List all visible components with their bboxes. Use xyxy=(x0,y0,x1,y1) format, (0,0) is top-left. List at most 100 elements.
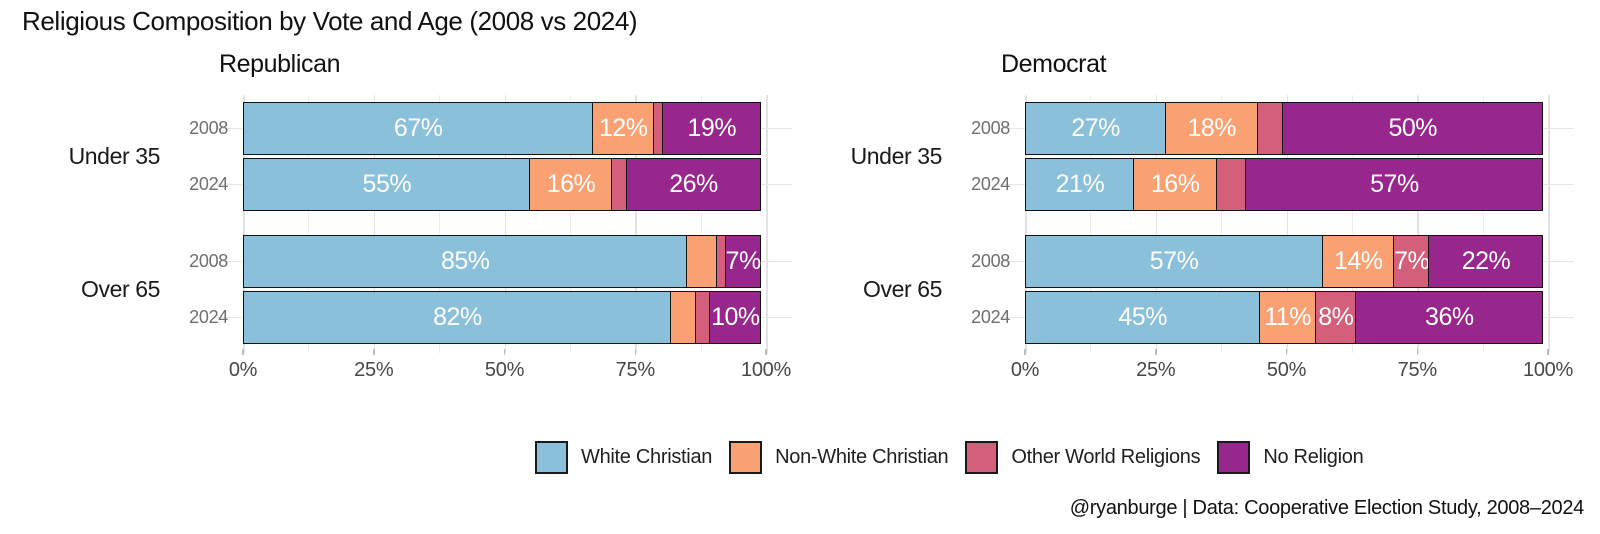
gridline-vertical xyxy=(635,95,637,353)
bar-row: 85% 7% xyxy=(243,235,762,288)
caption: @ryanburge | Data: Cooperative Election … xyxy=(1069,497,1585,519)
gridline-vertical xyxy=(1548,95,1550,353)
bar-segment-value: 16% xyxy=(546,170,596,198)
legend-swatch xyxy=(729,441,763,474)
x-axis-tick-mark xyxy=(1285,349,1288,355)
x-axis-tick-label: 75% xyxy=(615,359,655,381)
age-group-label: Over 65 xyxy=(862,275,942,302)
bar-row: 55% 16% 26% xyxy=(243,158,762,211)
bar-segment-value: 11% xyxy=(1264,303,1311,331)
legend-item-non-white-christian: Non-White Christian xyxy=(729,441,949,474)
bar-segment-value: 22% xyxy=(1461,247,1511,275)
x-axis-tick-label: 25% xyxy=(354,359,394,381)
bar-segment-value: 57% xyxy=(1149,247,1199,275)
bar-segment-value: 12% xyxy=(599,114,648,142)
bar-segment-value: 21% xyxy=(1055,170,1105,198)
bar-segment-value: 7% xyxy=(725,247,762,275)
bar-segment-white-christian: 27% xyxy=(1025,102,1167,155)
age-group-label: Under 35 xyxy=(850,142,943,169)
bar-segment-no-religion: 19% xyxy=(662,102,762,155)
bar-segment-value: 16% xyxy=(1150,170,1200,198)
gridline-vertical xyxy=(1221,95,1223,353)
bar-segment-other-world-religions: 8% xyxy=(1314,291,1357,344)
gridline-vertical xyxy=(373,95,376,353)
bar-segment-value: 26% xyxy=(669,170,718,198)
gridline-vertical xyxy=(504,95,506,353)
bar-segment-value: 18% xyxy=(1187,114,1237,142)
bar-segment-other-world-religions: 7% xyxy=(1393,235,1430,288)
legend-item-white-christian: White Christian xyxy=(535,441,712,474)
bar-segment-other-world-religions xyxy=(1257,102,1284,155)
bar-segment-value: 10% xyxy=(711,303,760,331)
year-label: 2024 xyxy=(189,306,228,327)
bar-row: 57% 14% 7% 22% xyxy=(1025,235,1544,288)
bar-segment-no-religion: 10% xyxy=(709,291,762,344)
year-label: 2008 xyxy=(971,250,1010,271)
legend-label: Non-White Christian xyxy=(775,446,949,468)
legend-swatch xyxy=(1217,441,1251,474)
gridline-vertical xyxy=(439,95,441,353)
bar-row: 82% 10% xyxy=(243,291,762,344)
bar-segment-white-christian: 82% xyxy=(243,291,672,344)
chart-title: Religious Composition by Vote and Age (2… xyxy=(22,6,638,36)
bar-segment-no-religion: 26% xyxy=(625,158,762,211)
bar-segment-no-religion: 50% xyxy=(1281,102,1544,155)
gridline-vertical xyxy=(1025,95,1027,353)
bar-segment-value: 82% xyxy=(433,303,482,331)
bar-segment-no-religion: 36% xyxy=(1355,291,1544,344)
bar-segment-non-white-christian: 14% xyxy=(1321,235,1395,288)
bar-segment-value: 67% xyxy=(393,114,443,142)
x-axis-tick-mark xyxy=(1416,349,1418,355)
bar-segment-non-white-christian: 16% xyxy=(1133,158,1217,211)
gridline-vertical xyxy=(1286,95,1288,353)
bar-segment-non-white-christian: 18% xyxy=(1164,102,1259,155)
gridline-vertical xyxy=(700,95,702,353)
x-axis-tick-mark xyxy=(242,349,244,355)
legend-label: No Religion xyxy=(1263,446,1364,468)
x-axis-tick-mark xyxy=(634,349,636,355)
x-axis-tick-label: 75% xyxy=(1397,359,1437,381)
bar-segment-non-white-christian xyxy=(686,235,718,288)
legend-swatch xyxy=(965,441,999,474)
x-axis-tick-label: 100% xyxy=(1523,359,1573,381)
year-label: 2008 xyxy=(971,117,1010,138)
bar-row: 67% 12% 19% xyxy=(243,102,762,155)
gridline-vertical xyxy=(1351,95,1353,353)
bar-row: 27% 18% 50% xyxy=(1025,102,1544,155)
bar-segment-white-christian: 57% xyxy=(1025,235,1324,288)
bar-segment-value: 36% xyxy=(1425,303,1474,331)
bar-segment-white-christian: 45% xyxy=(1025,291,1261,344)
gridline-vertical xyxy=(308,95,310,353)
x-axis-tick-label: 50% xyxy=(484,359,525,381)
age-group-label: Under 35 xyxy=(68,142,161,169)
legend-item-other-world-religions: Other World Religions xyxy=(965,441,1201,474)
gridline-vertical xyxy=(569,95,571,353)
legend-swatch xyxy=(535,441,568,474)
gridline-vertical xyxy=(1482,95,1484,353)
bar-segment-white-christian: 55% xyxy=(243,158,531,211)
x-axis-tick-mark xyxy=(373,349,375,355)
bar-row: 21% 16% 57% xyxy=(1025,158,1544,211)
gridline-vertical xyxy=(1155,95,1158,353)
x-axis-tick-label: 0% xyxy=(228,359,258,381)
x-axis-tick-mark xyxy=(765,349,767,355)
bar-segment-value: 14% xyxy=(1333,247,1383,275)
gridline-vertical xyxy=(766,95,768,353)
x-axis-tick-mark xyxy=(503,349,506,355)
x-axis-tick-label: 0% xyxy=(1010,359,1040,381)
age-group-label: Over 65 xyxy=(80,275,160,302)
year-label: 2024 xyxy=(971,306,1010,327)
bar-segment-value: 85% xyxy=(441,247,490,275)
bar-segment-non-white-christian: 11% xyxy=(1258,291,1317,344)
bar-segment-value: 19% xyxy=(687,114,737,142)
x-axis-tick-label: 100% xyxy=(741,359,791,381)
bar-segment-white-christian: 85% xyxy=(243,235,688,288)
year-label: 2024 xyxy=(189,173,228,194)
gridline-vertical xyxy=(1417,95,1419,353)
gridline-vertical xyxy=(1090,95,1092,353)
bar-segment-value: 7% xyxy=(1394,247,1430,275)
bar-segment-value: 27% xyxy=(1071,114,1120,142)
bar-segment-no-religion: 7% xyxy=(724,235,762,288)
bar-segment-value: 45% xyxy=(1118,303,1167,331)
